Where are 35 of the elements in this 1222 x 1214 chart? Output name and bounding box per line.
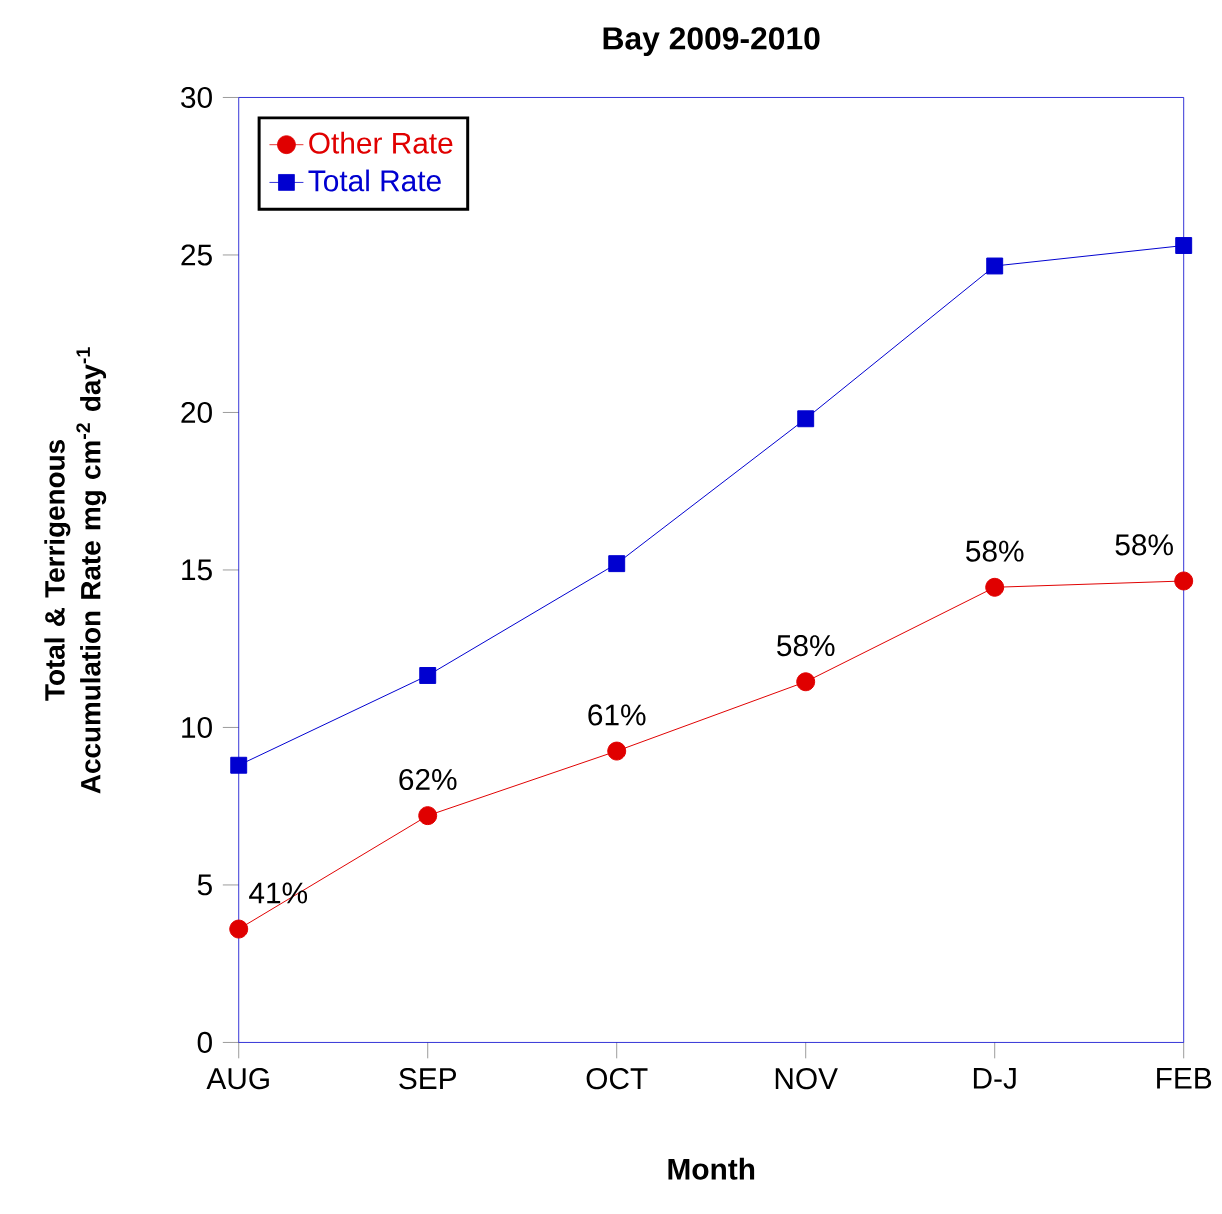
point bbox=[230, 757, 248, 774]
point bbox=[796, 672, 816, 692]
point bbox=[1175, 237, 1193, 255]
point bbox=[1174, 571, 1194, 591]
annotation: 61% bbox=[588, 704, 646, 726]
point bbox=[418, 806, 438, 826]
annotation: 58% bbox=[1115, 534, 1173, 556]
annotation: 58% bbox=[966, 540, 1024, 562]
legend-label: Other Rate bbox=[309, 132, 453, 154]
point bbox=[229, 919, 249, 939]
y-tick-label: 20 bbox=[181, 402, 212, 424]
x-tick-label: NOV bbox=[775, 1068, 838, 1090]
x-axis-title: Month bbox=[668, 1158, 755, 1181]
annotation: 58% bbox=[777, 635, 835, 657]
point bbox=[985, 578, 1005, 597]
x-tick-label: AUG bbox=[206, 1068, 269, 1090]
y-axis-title: Total & Terrigenous Accumulation Rate mg cm$^{-2}$ day$^{-1}$ bbox=[44, 347, 107, 794]
x-tick-label: D-J bbox=[973, 1068, 1016, 1090]
x-tick-label: FEB bbox=[1157, 1068, 1212, 1089]
y-tick-label: 30 bbox=[181, 87, 212, 109]
chart-title: Bay 2009-2010 bbox=[603, 27, 820, 57]
y-tick-label: 15 bbox=[182, 559, 212, 581]
y-tick-label: 25 bbox=[181, 244, 212, 266]
y-tick-label: 5 bbox=[197, 874, 212, 896]
x-tick-label: OCT bbox=[586, 1068, 648, 1090]
point bbox=[797, 410, 815, 428]
legend-label: Total Rate bbox=[308, 169, 441, 192]
y-tick-label: 10 bbox=[182, 717, 212, 739]
annotation: 62% bbox=[399, 769, 457, 791]
y-tick-label: 0 bbox=[197, 1032, 212, 1054]
point bbox=[608, 555, 626, 573]
x-tick-label: SEP bbox=[399, 1068, 456, 1090]
point bbox=[419, 667, 437, 685]
point bbox=[607, 741, 627, 761]
point bbox=[986, 257, 1004, 275]
